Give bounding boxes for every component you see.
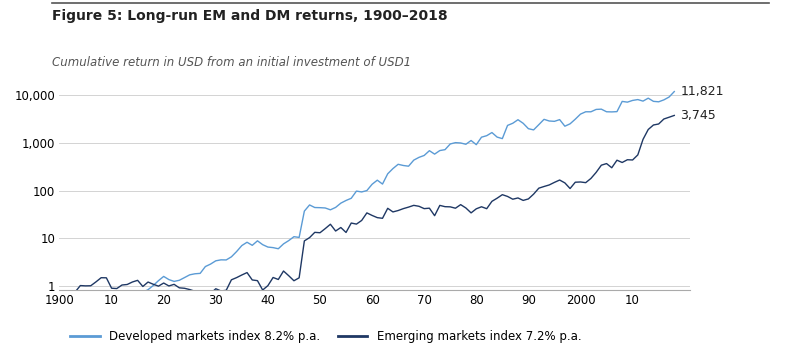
Text: Figure 5: Long-run EM and DM returns, 1900–2018: Figure 5: Long-run EM and DM returns, 19… — [52, 9, 447, 23]
Text: Cumulative return in USD from an initial investment of USD1: Cumulative return in USD from an initial… — [52, 56, 411, 69]
Text: 11,821: 11,821 — [680, 85, 724, 98]
Text: 3,745: 3,745 — [680, 109, 716, 122]
Legend: Developed markets index 8.2% p.a., Emerging markets index 7.2% p.a.: Developed markets index 8.2% p.a., Emerg… — [65, 325, 586, 348]
